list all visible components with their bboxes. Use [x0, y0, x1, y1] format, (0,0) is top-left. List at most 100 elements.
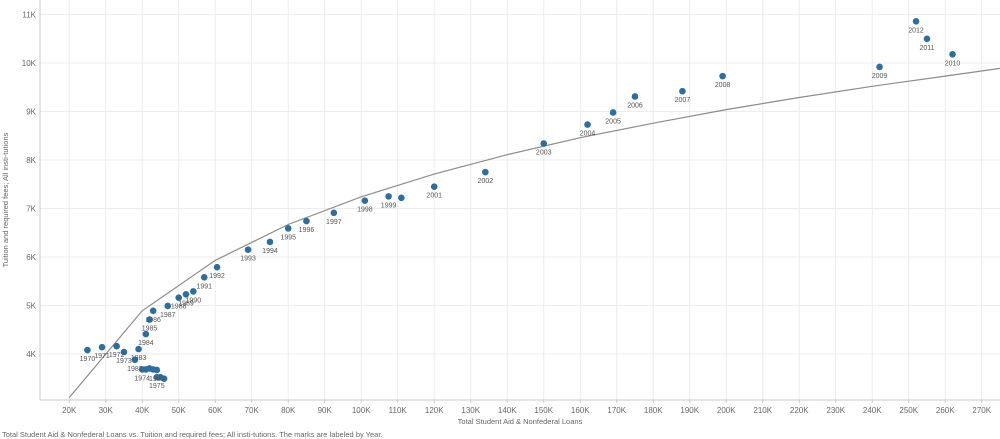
point-label: 2001: [426, 193, 442, 200]
y-tick-label: 5K: [26, 301, 36, 310]
x-tick-label: 60K: [208, 406, 223, 415]
y-tick-label: 6K: [26, 253, 36, 262]
data-point: [175, 294, 183, 301]
point-label: 1991: [196, 283, 212, 290]
data-point: [190, 288, 197, 295]
x-tick-label: 20K: [62, 406, 77, 415]
point-label: 1986: [145, 317, 161, 324]
point-label: 1984: [138, 340, 154, 347]
x-tick-label: 270K: [972, 406, 991, 415]
data-point: [398, 194, 405, 202]
x-tick-label: 210K: [753, 406, 772, 415]
data-point: [266, 238, 274, 246]
data-point: [330, 209, 338, 217]
point-label: 2005: [605, 118, 621, 125]
point-label: 2011: [919, 45, 934, 52]
data-point: [949, 51, 956, 58]
point-label: 1987: [160, 312, 176, 319]
data-point: [213, 263, 221, 271]
point-label: 1985: [142, 326, 158, 333]
data-point: [182, 291, 190, 298]
x-tick-label: 240K: [863, 406, 882, 415]
data-point: [609, 109, 617, 116]
x-tick-label: 40K: [135, 406, 150, 415]
data-point: [98, 343, 106, 351]
x-tick-label: 30K: [99, 406, 114, 415]
trend-line: [68, 67, 1000, 398]
data-point: [164, 302, 172, 310]
data-point: [430, 183, 438, 190]
x-tick-labels: 20K 30K 40K 50K 60K 70K 80K 90K 100K 110K 120K 130K…: [62, 400, 992, 415]
point-label: 1972: [109, 352, 125, 359]
point-label: 1990: [186, 297, 202, 304]
point-label: 2008: [715, 82, 731, 89]
data-point: [631, 93, 639, 100]
y-tick-label: 11K: [22, 11, 36, 20]
x-tick-label: 170K: [607, 406, 626, 415]
point-label: 2012: [908, 27, 924, 34]
x-tick-label: 160K: [571, 406, 590, 415]
point-label: 2009: [872, 73, 888, 80]
y-tick-labels: 4K 5K 6K 7K 8K 9K 10K 11K: [22, 11, 37, 359]
point-label: 1971: [94, 353, 110, 360]
data-point: [142, 330, 150, 338]
scatter-chart: 20K 30K 40K 50K 60K 70K 80K 90K 100K 110K 120K 130K…: [1, 0, 1000, 426]
point-label: 1982: [127, 366, 143, 373]
x-tick-label: 190K: [680, 406, 699, 415]
point-label: 2002: [478, 178, 494, 185]
y-tick-label: 7K: [26, 204, 36, 213]
x-tick-label: 50K: [172, 406, 187, 415]
data-point: [160, 375, 168, 382]
point-label: 1989: [178, 300, 194, 307]
y-axis-title: Tuition and required fees; All insti-tut…: [1, 132, 10, 267]
point-label: 2007: [675, 97, 691, 104]
point-label: 2003: [536, 150, 552, 157]
data-point: [912, 18, 920, 25]
data-point: [876, 63, 883, 71]
point-label: 1970: [80, 356, 96, 363]
point-label: 2004: [580, 131, 596, 138]
point-label: 1999: [381, 202, 397, 209]
data-point: [149, 307, 157, 315]
data-point: [923, 35, 931, 43]
data-point: [146, 316, 153, 323]
point-label: 1993: [240, 256, 256, 263]
x-tick-label: 120K: [425, 406, 444, 415]
data-point: [361, 197, 369, 205]
x-tick-label: 150K: [534, 406, 553, 415]
point-label: 1975: [149, 383, 165, 390]
data-point: [679, 87, 686, 95]
y-tick-label: 10K: [22, 59, 37, 68]
point-label: 1998: [357, 207, 373, 214]
data-point: [153, 366, 161, 374]
x-tick-label: 200K: [717, 406, 736, 415]
x-tick-label: 250K: [899, 406, 918, 415]
point-label: 2010: [945, 60, 961, 67]
point-label: 1973: [116, 358, 132, 365]
x-tick-label: 220K: [790, 406, 809, 415]
point-label: 1981: [149, 376, 165, 383]
x-tick-label: 140K: [498, 406, 517, 415]
data-point: [131, 356, 139, 364]
data-point: [120, 348, 128, 356]
data-point: [719, 72, 726, 80]
data-point: [200, 274, 208, 281]
data-point: [113, 342, 120, 350]
data-point: [540, 140, 548, 147]
y-tick-label: 9K: [26, 108, 36, 117]
point-label: 1995: [280, 234, 296, 241]
point-label: 1974: [134, 375, 150, 382]
x-tick-label: 100K: [352, 406, 371, 415]
data-points: [84, 18, 956, 382]
point-label: 1983: [131, 355, 147, 362]
data-point: [482, 168, 489, 176]
x-tick-label: 70K: [245, 406, 260, 415]
point-label: 1994: [262, 248, 278, 255]
x-tick-label: 180K: [644, 406, 663, 415]
y-tick-label: 4K: [26, 350, 36, 359]
axis-layer: [39, 0, 1000, 401]
x-axis-title: Total Student Aid & Nonfederal Loans: [458, 417, 583, 426]
x-tick-label: 90K: [318, 406, 333, 415]
grid-layer: [40, 0, 1000, 400]
